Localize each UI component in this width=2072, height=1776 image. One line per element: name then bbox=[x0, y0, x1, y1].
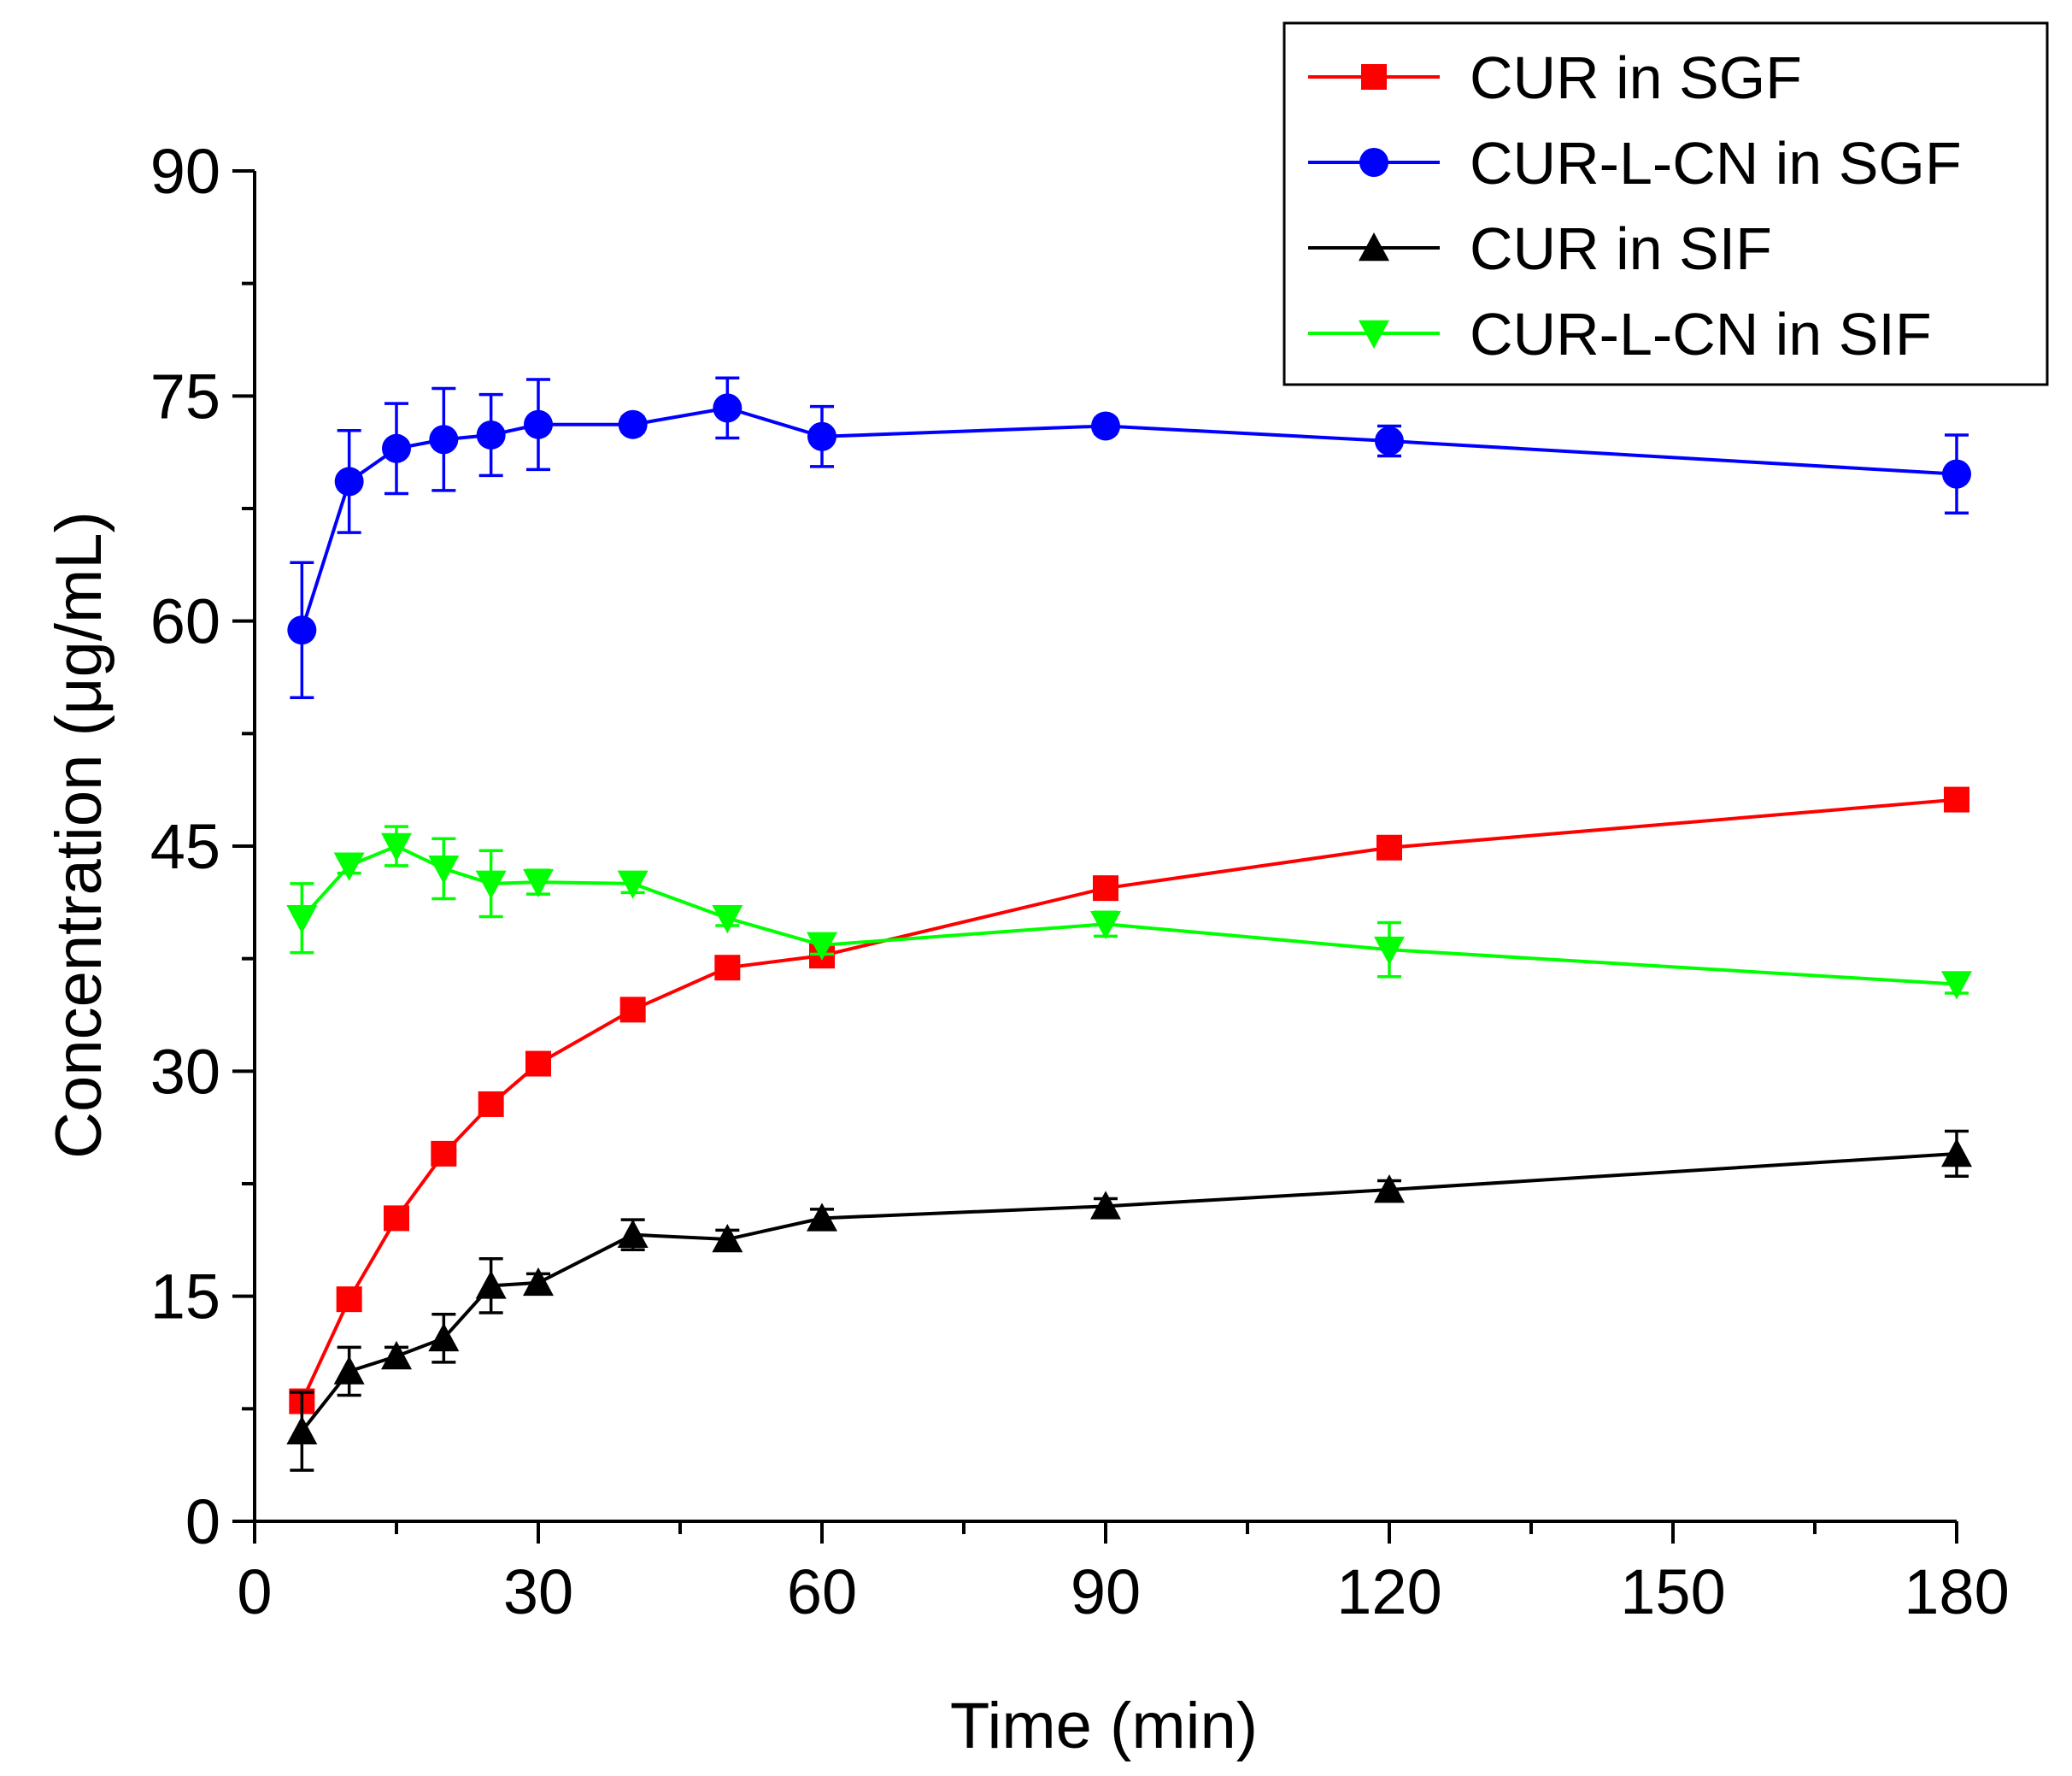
x-tick-label: 30 bbox=[503, 1556, 573, 1627]
data-point bbox=[475, 1270, 507, 1299]
series-line bbox=[300, 844, 1958, 986]
data-point bbox=[431, 1140, 457, 1167]
x-tick-label: 90 bbox=[1071, 1556, 1141, 1627]
data-point bbox=[334, 467, 364, 497]
data-point bbox=[712, 904, 743, 934]
legend-label: CUR in SIF bbox=[1470, 215, 1772, 282]
x-tick-label: 150 bbox=[1620, 1556, 1725, 1627]
data-point bbox=[619, 997, 646, 1023]
legend: CUR in SGF CUR-L-CN in SGF CUR in SIF CUR-L… bbox=[1283, 21, 2049, 386]
x-tick-label: 0 bbox=[237, 1556, 272, 1627]
axes: 0 30 60 90 120 150 180 0 15 30 45 60 75 90 bbox=[150, 136, 2010, 1627]
data-point bbox=[617, 1219, 649, 1248]
y-tick-label: 30 bbox=[150, 1036, 220, 1107]
y-tick-label: 60 bbox=[150, 586, 220, 657]
data-point bbox=[1941, 1138, 1972, 1167]
data-point bbox=[617, 870, 649, 899]
series-2 bbox=[286, 1129, 1972, 1473]
legend-label: CUR-L-CN in SGF bbox=[1470, 130, 1962, 197]
data-point bbox=[1944, 786, 1969, 813]
data-point bbox=[807, 1203, 837, 1232]
y-tick-label: 15 bbox=[150, 1261, 220, 1332]
data-point bbox=[1374, 936, 1405, 966]
data-point bbox=[286, 1415, 318, 1444]
data-point bbox=[287, 615, 317, 645]
data-point bbox=[333, 1356, 365, 1385]
data-point bbox=[428, 1322, 460, 1352]
legend-marker bbox=[1359, 232, 1389, 262]
data-point bbox=[429, 425, 459, 455]
y-tick-label: 0 bbox=[185, 1486, 220, 1557]
legend-box bbox=[1283, 21, 2049, 386]
y-tick-label: 45 bbox=[150, 811, 220, 882]
data-point bbox=[807, 932, 837, 961]
data-point bbox=[712, 1223, 743, 1253]
data-point bbox=[1091, 411, 1120, 441]
series-1 bbox=[287, 376, 1971, 699]
series-line bbox=[300, 797, 1958, 1403]
data-point bbox=[525, 1050, 551, 1077]
x-tick-label: 120 bbox=[1336, 1556, 1441, 1627]
legend-label: CUR-L-CN in SIF bbox=[1470, 301, 1932, 368]
data-point bbox=[333, 852, 365, 881]
y-tick-label: 75 bbox=[150, 361, 220, 432]
data-point bbox=[1375, 426, 1404, 456]
data-point bbox=[1941, 971, 1972, 1000]
series-layer bbox=[286, 376, 1972, 1473]
data-point bbox=[807, 421, 836, 451]
data-point bbox=[381, 832, 412, 862]
x-axis-title: Time (min) bbox=[950, 1690, 1258, 1762]
legend-label: CUR in SGF bbox=[1470, 44, 1802, 111]
data-point bbox=[714, 955, 741, 981]
data-point bbox=[1376, 834, 1402, 861]
y-axis-title: Concentration (μg/mL) bbox=[43, 511, 115, 1159]
legend-marker bbox=[1359, 320, 1389, 349]
x-tick-label: 180 bbox=[1904, 1556, 2009, 1627]
data-point bbox=[475, 870, 507, 899]
data-point bbox=[1942, 459, 1971, 489]
data-point bbox=[478, 1091, 504, 1117]
legend-marker bbox=[1361, 64, 1387, 90]
legend-marker bbox=[1359, 148, 1388, 177]
data-point bbox=[476, 420, 506, 450]
data-point bbox=[523, 868, 554, 898]
data-point bbox=[618, 409, 648, 439]
data-point bbox=[428, 856, 460, 885]
data-point bbox=[1374, 1174, 1405, 1203]
y-tick-label: 90 bbox=[150, 136, 220, 207]
data-point bbox=[713, 393, 743, 423]
data-point bbox=[524, 409, 553, 439]
series-3 bbox=[286, 825, 1972, 1000]
data-point bbox=[384, 1205, 409, 1232]
data-point bbox=[336, 1286, 362, 1313]
data-point bbox=[1090, 910, 1121, 940]
x-tick-label: 60 bbox=[787, 1556, 857, 1627]
series-line bbox=[300, 406, 1958, 631]
data-point bbox=[286, 904, 318, 934]
data-point bbox=[523, 1267, 554, 1297]
data-point bbox=[1093, 875, 1118, 902]
data-point bbox=[382, 433, 411, 463]
data-point bbox=[381, 1340, 412, 1370]
data-point bbox=[1090, 1191, 1121, 1220]
